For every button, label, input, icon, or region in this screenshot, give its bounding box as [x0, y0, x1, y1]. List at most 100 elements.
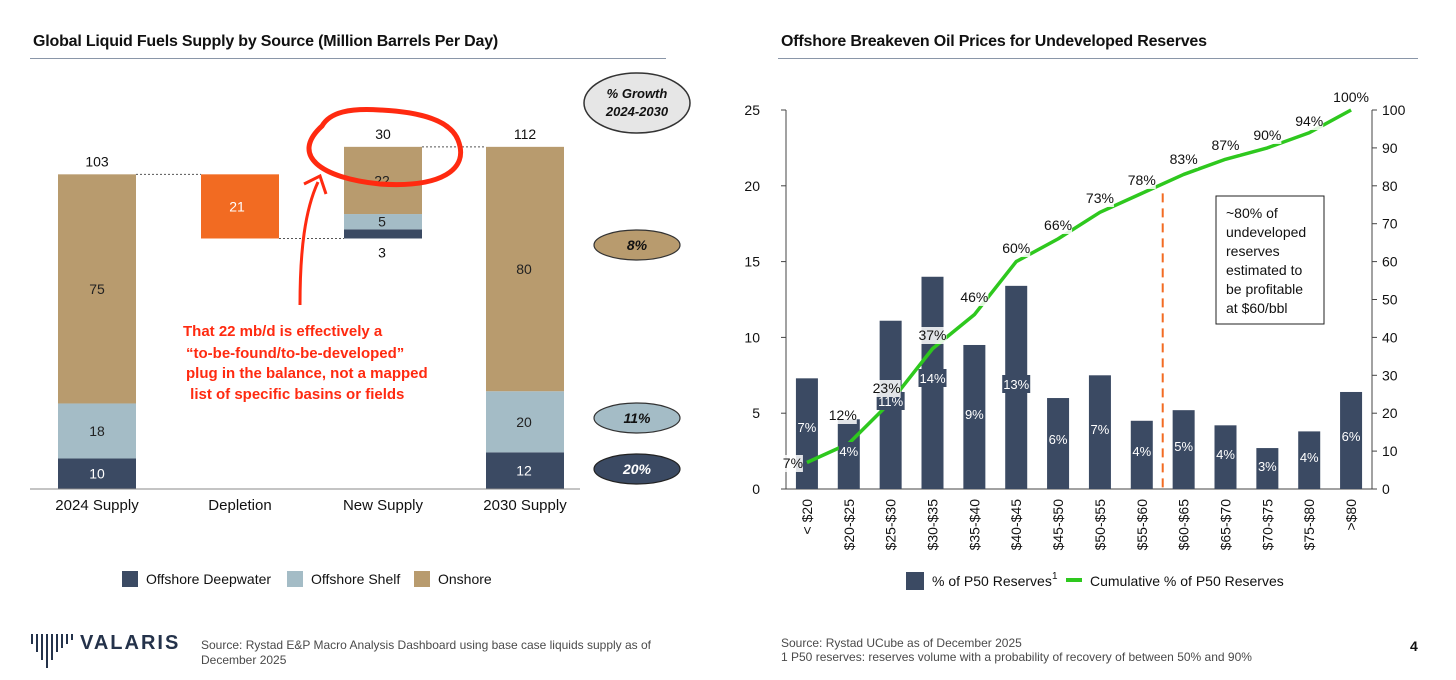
cum-label-35-40: 46% [960, 289, 988, 305]
category-label-25-30: $25-$30 [883, 499, 899, 551]
label-depletion: 21 [229, 198, 245, 214]
bar-label-bg-30-35 [918, 369, 947, 387]
bar-label-bg-60-65 [1173, 437, 1194, 455]
category-label-20: < $20 [799, 499, 815, 535]
annotation-arrow [298, 181, 320, 306]
label-new-supply-offshore-deepwater: 3 [378, 244, 386, 260]
growth-bubble-onshore [593, 229, 681, 261]
category-label-2024-supply: 2024 Supply [55, 497, 139, 514]
bar-label-bg-20-25 [838, 442, 859, 460]
right-chart-title: Offshore Breakeven Oil Prices for Undeve… [781, 33, 1207, 50]
legend-label-offshore-deepwater: Offshore Deepwater [146, 571, 271, 587]
cum-label-40-45: 60% [1002, 240, 1030, 256]
bar-label-bg-40-45 [1002, 375, 1031, 393]
bar-2030-supply-offshore-deepwater [486, 452, 564, 489]
bar-label-45-50: 6% [1049, 432, 1068, 447]
cum-label-bg-30-35 [918, 327, 947, 344]
legend-superscript: 1 [1052, 571, 1058, 582]
cum-label-20: 7% [783, 455, 803, 471]
right-tick-label-50: 50 [1382, 292, 1398, 308]
bar-label-55-60: 4% [1132, 444, 1151, 459]
bar-label-bg-55-60 [1131, 442, 1152, 460]
cum-label-25-30: 23% [873, 380, 901, 396]
category-label-80: >$80 [1343, 499, 1359, 531]
bar-new-supply-offshore-deepwater [344, 229, 422, 239]
cum-label-bg-55-60 [1127, 172, 1156, 189]
legend-swatch-p50 [906, 572, 924, 590]
callout-box: ~80% of undeveloped reserves estimated t… [1215, 195, 1325, 325]
cum-label-75-80: 94% [1295, 113, 1323, 129]
bar-label-50-55: 7% [1091, 422, 1110, 437]
cum-label-bg-50-55 [1085, 190, 1114, 207]
callout-line-2: undeveloped [1226, 224, 1306, 240]
category-label-45-50: $45-$50 [1050, 499, 1066, 551]
growth-header-line2: 2024-2030 [605, 104, 669, 119]
bar-label-70-75: 3% [1258, 459, 1277, 474]
cum-label-55-60: 78% [1128, 172, 1156, 188]
category-label-50-55: $50-$55 [1092, 499, 1108, 551]
bar-label-25-30: 11% [878, 394, 903, 409]
bar-label-35-40: 9% [965, 407, 984, 422]
total-new-supply: 30 [375, 126, 391, 142]
category-label-35-40: $35-$40 [966, 499, 982, 551]
legend-swatch-offshore-deepwater [122, 571, 138, 587]
category-label-70-75: $70-$75 [1259, 499, 1275, 551]
callout-line-4: estimated to [1226, 262, 1302, 278]
bar-label-bg-70-75 [1257, 457, 1278, 475]
highlight-circle [306, 107, 464, 188]
cum-label-bg-70-75 [1253, 127, 1282, 144]
bar-2024-supply-onshore [58, 174, 136, 404]
legend-label-onshore: Onshore [438, 571, 492, 587]
right-tick-label-70: 70 [1382, 216, 1398, 232]
label-2030-supply-offshore-shelf: 20 [516, 414, 532, 430]
label-2030-supply-offshore-deepwater: 12 [516, 463, 532, 479]
bar-label-bg-75-80 [1299, 448, 1320, 466]
bar-label-60-65: 5% [1174, 439, 1193, 454]
bar-2030-supply-offshore-shelf [486, 391, 564, 453]
left-tick-label-25: 25 [744, 102, 760, 118]
legend-swatch-offshore-shelf [287, 571, 303, 587]
right-tick-label-10: 10 [1382, 443, 1398, 459]
total-2030-supply: 112 [514, 126, 537, 142]
bar-label-80: 6% [1342, 429, 1361, 444]
right-tick-label-0: 0 [1382, 481, 1390, 497]
right-chart: 0 5 10 15 20 25 0 10 20 30 40 50 60 70 80 90 100 7% 4% 11% 1… [744, 89, 1406, 590]
category-label-30-35: $30-$35 [925, 499, 941, 551]
cum-label-30-35: 37% [918, 327, 946, 343]
label-2024-supply-offshore-deepwater: 10 [89, 466, 105, 482]
left-tick-label-15: 15 [744, 254, 760, 270]
right-tick-label-60: 60 [1382, 254, 1398, 270]
legend-label-cumulative: Cumulative % of P50 Reserves [1090, 573, 1284, 589]
cum-label-bg-20 [782, 455, 803, 472]
left-chart-title: Global Liquid Fuels Supply by Source (Mi… [33, 33, 499, 50]
valaris-logo-text: VALARIS [80, 632, 181, 654]
right-source-line-2: 1 P50 reserves: reserves volume with a p… [781, 650, 1252, 664]
label-2030-supply-onshore: 80 [516, 261, 532, 277]
category-label-60-65: $60-$65 [1176, 499, 1192, 551]
growth-label-onshore: 8% [627, 237, 648, 253]
bar-label-bg-20 [796, 418, 817, 436]
cum-label-70-75: 90% [1253, 127, 1281, 143]
bar-2024-supply-offshore-shelf [58, 403, 136, 459]
category-label-75-80: $75-$80 [1301, 499, 1317, 551]
cum-label-bg-80 [1333, 89, 1370, 106]
cum-label-bg-40-45 [1002, 240, 1031, 257]
label-2024-supply-onshore: 75 [89, 281, 105, 297]
bar-label-75-80: 4% [1300, 450, 1319, 465]
bar-2024-supply-offshore-deepwater [58, 458, 136, 489]
total-2024-supply: 103 [85, 153, 109, 169]
cum-label-65-70: 87% [1211, 137, 1239, 153]
growth-label-offshore-shelf: 11% [624, 410, 652, 426]
cum-label-bg-20-25 [828, 407, 857, 424]
annotation-line-3: plug in the balance, not a mapped [186, 365, 428, 382]
right-tick-label-30: 30 [1382, 367, 1398, 383]
callout-line-3: reserves [1226, 243, 1280, 259]
bar-depletion [201, 174, 279, 239]
left-tick-label-0: 0 [752, 481, 760, 497]
bar-label-bg-35-40 [964, 405, 985, 423]
annotation-text: That 22 mb/d is effectively a “to-be-fou… [183, 323, 428, 403]
category-label-65-70: $65-$70 [1218, 499, 1234, 551]
cum-label-60-65: 83% [1170, 151, 1198, 167]
page-number: 4 [1410, 638, 1418, 654]
